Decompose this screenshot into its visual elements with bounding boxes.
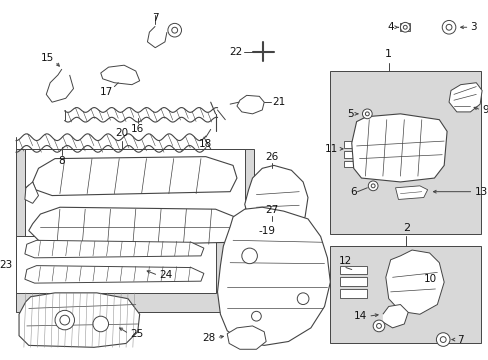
- Text: 11: 11: [324, 144, 337, 154]
- Text: 24: 24: [159, 270, 172, 280]
- Polygon shape: [237, 95, 264, 114]
- Circle shape: [403, 25, 407, 29]
- Bar: [339, 289, 366, 298]
- Circle shape: [445, 24, 451, 30]
- Polygon shape: [25, 182, 39, 203]
- Text: 17: 17: [100, 87, 113, 96]
- Polygon shape: [385, 250, 443, 314]
- Circle shape: [60, 315, 69, 325]
- Text: 1: 1: [385, 49, 391, 59]
- Text: 13: 13: [473, 187, 487, 197]
- Text: 25: 25: [130, 329, 143, 339]
- Bar: [339, 277, 366, 286]
- Text: 20: 20: [115, 128, 128, 138]
- Bar: [400, 23, 409, 31]
- Text: 18: 18: [199, 139, 212, 149]
- Text: 27: 27: [265, 205, 278, 215]
- Bar: [343, 161, 365, 167]
- Polygon shape: [244, 165, 307, 237]
- Text: 2: 2: [402, 222, 409, 233]
- Bar: [330, 71, 480, 234]
- Polygon shape: [25, 266, 203, 283]
- Text: 22: 22: [229, 46, 243, 57]
- Text: 16: 16: [131, 123, 144, 134]
- Circle shape: [93, 316, 108, 332]
- Circle shape: [55, 310, 74, 330]
- Bar: [343, 151, 365, 158]
- Text: 28: 28: [202, 333, 215, 343]
- Polygon shape: [147, 26, 166, 48]
- Polygon shape: [46, 69, 73, 102]
- Bar: [259, 198, 296, 225]
- Circle shape: [441, 21, 455, 34]
- Text: 12: 12: [339, 256, 352, 266]
- Polygon shape: [395, 186, 427, 199]
- Circle shape: [435, 333, 449, 346]
- Circle shape: [365, 112, 368, 116]
- Polygon shape: [29, 207, 240, 246]
- Text: 7: 7: [456, 334, 463, 345]
- Text: 21: 21: [271, 97, 285, 107]
- Circle shape: [171, 27, 177, 33]
- Bar: [25, 149, 244, 242]
- Circle shape: [372, 320, 384, 332]
- Text: -19: -19: [258, 226, 275, 235]
- Circle shape: [370, 184, 374, 188]
- Polygon shape: [25, 240, 203, 258]
- Bar: [339, 266, 366, 274]
- Circle shape: [362, 109, 371, 119]
- Polygon shape: [19, 293, 140, 347]
- Text: 7: 7: [152, 13, 158, 23]
- Polygon shape: [227, 326, 265, 349]
- Text: 8: 8: [59, 156, 65, 166]
- Bar: [16, 237, 215, 293]
- Circle shape: [251, 311, 261, 321]
- Text: 3: 3: [469, 22, 476, 32]
- Bar: [330, 246, 480, 343]
- Text: 5: 5: [346, 109, 353, 119]
- Circle shape: [297, 293, 308, 305]
- Bar: [16, 149, 254, 312]
- Polygon shape: [448, 83, 481, 112]
- Circle shape: [242, 248, 257, 264]
- Bar: [343, 141, 365, 148]
- Text: 15: 15: [41, 53, 54, 63]
- Polygon shape: [217, 207, 330, 345]
- Text: 9: 9: [481, 105, 488, 115]
- Text: 14: 14: [353, 311, 366, 321]
- Polygon shape: [351, 114, 446, 182]
- Text: 10: 10: [423, 274, 436, 284]
- Text: 4: 4: [387, 22, 394, 32]
- Circle shape: [376, 324, 381, 328]
- Polygon shape: [382, 305, 407, 328]
- Bar: [237, 266, 316, 302]
- Circle shape: [400, 22, 409, 32]
- Polygon shape: [33, 157, 237, 195]
- Text: 23: 23: [0, 260, 12, 270]
- Text: 26: 26: [265, 153, 278, 162]
- Circle shape: [367, 181, 377, 191]
- Polygon shape: [101, 65, 140, 85]
- Text: 6: 6: [349, 187, 356, 197]
- Circle shape: [439, 337, 445, 342]
- Circle shape: [167, 23, 181, 37]
